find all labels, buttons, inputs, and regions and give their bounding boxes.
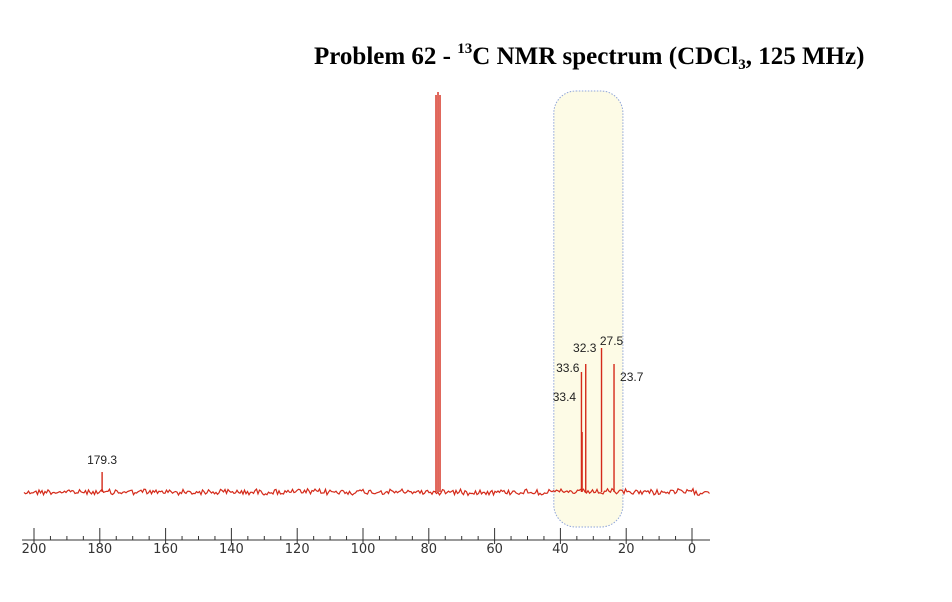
- title-prefix: Problem 62 -: [314, 43, 458, 70]
- x-tick-label-200: 200: [22, 542, 47, 557]
- peak-label-179-3: 179.3: [87, 453, 117, 467]
- x-tick-label-120: 120: [285, 542, 310, 557]
- x-tick-label-0: 0: [688, 542, 696, 557]
- peak-label-33-4: 33.4: [553, 390, 577, 404]
- x-tick-label-20: 20: [618, 542, 635, 557]
- spectrum-baseline: [23, 487, 710, 497]
- x-tick-label-140: 140: [219, 542, 244, 557]
- x-tick-label-100: 100: [351, 542, 376, 557]
- chart-title: Problem 62 - 13C NMR spectrum (CDCl3, 12…: [314, 41, 865, 73]
- title-middle: C NMR spectrum (CDCl: [472, 43, 739, 70]
- peak-label-27-5: 27.5: [600, 334, 624, 348]
- peak-label-32-3: 32.3: [573, 341, 597, 355]
- peak-label-23-7: 23.7: [620, 370, 644, 384]
- highlight-region: [553, 90, 624, 528]
- title-subscript: 3: [738, 57, 746, 73]
- title-suffix: , 125 MHz): [745, 43, 865, 70]
- x-tick-label-80: 80: [421, 542, 438, 557]
- peak-label-33-6: 33.6: [556, 361, 580, 375]
- x-tick-label-40: 40: [552, 542, 569, 557]
- x-tick-label-60: 60: [486, 542, 503, 557]
- title-isotope: 13: [457, 41, 473, 57]
- x-tick-label-160: 160: [153, 542, 178, 557]
- x-tick-label-180: 180: [87, 542, 112, 557]
